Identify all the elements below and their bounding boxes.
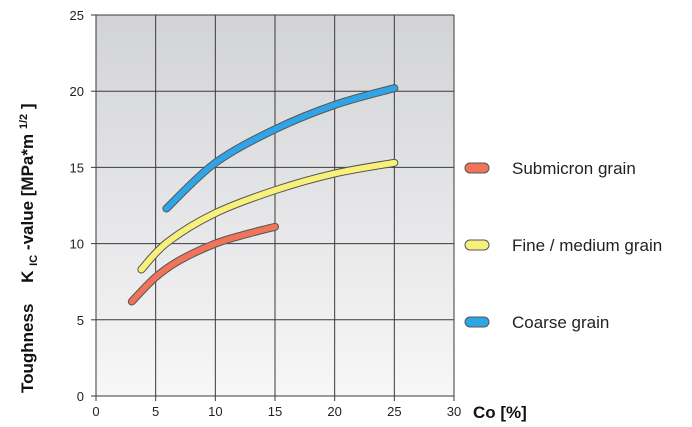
grid xyxy=(91,14,455,401)
legend-label-fine-medium-grain: Fine / medium grain xyxy=(512,236,662,255)
x-tick-label: 30 xyxy=(447,404,461,419)
y-axis-title-subscript: IC xyxy=(28,255,40,266)
x-tick-label: 25 xyxy=(387,404,401,419)
x-tick-label: 15 xyxy=(268,404,282,419)
y-tick-label: 0 xyxy=(77,389,84,404)
legend-label-coarse-grain: Coarse grain xyxy=(512,313,609,332)
x-axis-title: Co [%] xyxy=(473,403,527,422)
y-axis-title-prefix: Toughness xyxy=(18,304,37,393)
legend: Submicron grain Fine / medium grain Coarse… xyxy=(464,159,662,332)
series-line-fine-medium-grain xyxy=(138,159,398,273)
y-axis-title-superscript: 1/2 xyxy=(18,114,30,129)
y-tick-label: 15 xyxy=(70,160,84,175)
svg-text:Toughness K IC: Toughness K IC -value [MPa*m 1/2 ] xyxy=(12,103,41,393)
y-axis-title-main: -value [MPa*m xyxy=(18,134,37,250)
legend-label-submicron-grain: Submicron grain xyxy=(512,159,636,178)
series-layer xyxy=(127,84,399,306)
legend-swatch-submicron-grain xyxy=(464,162,490,174)
y-axis-title-end: ] xyxy=(18,103,37,109)
x-tick-label: 0 xyxy=(92,404,99,419)
x-tick-label: 20 xyxy=(327,404,341,419)
y-axis-title-k: K xyxy=(18,270,37,283)
series-line-submicron-grain xyxy=(128,223,278,305)
legend-swatch-fine-medium-grain xyxy=(464,239,490,251)
y-tick-label: 5 xyxy=(77,313,84,328)
legend-swatch-coarse-grain xyxy=(464,316,490,328)
y-tick-label: 20 xyxy=(70,84,84,99)
tick-labels: 0 5 10 15 20 25 30 0 5 10 15 20 25 xyxy=(70,8,462,419)
x-tick-label: 10 xyxy=(208,404,222,419)
y-tick-label: 10 xyxy=(70,237,84,252)
series-line-coarse-grain xyxy=(163,85,398,212)
x-tick-label: 5 xyxy=(152,404,159,419)
y-tick-label: 25 xyxy=(70,8,84,23)
